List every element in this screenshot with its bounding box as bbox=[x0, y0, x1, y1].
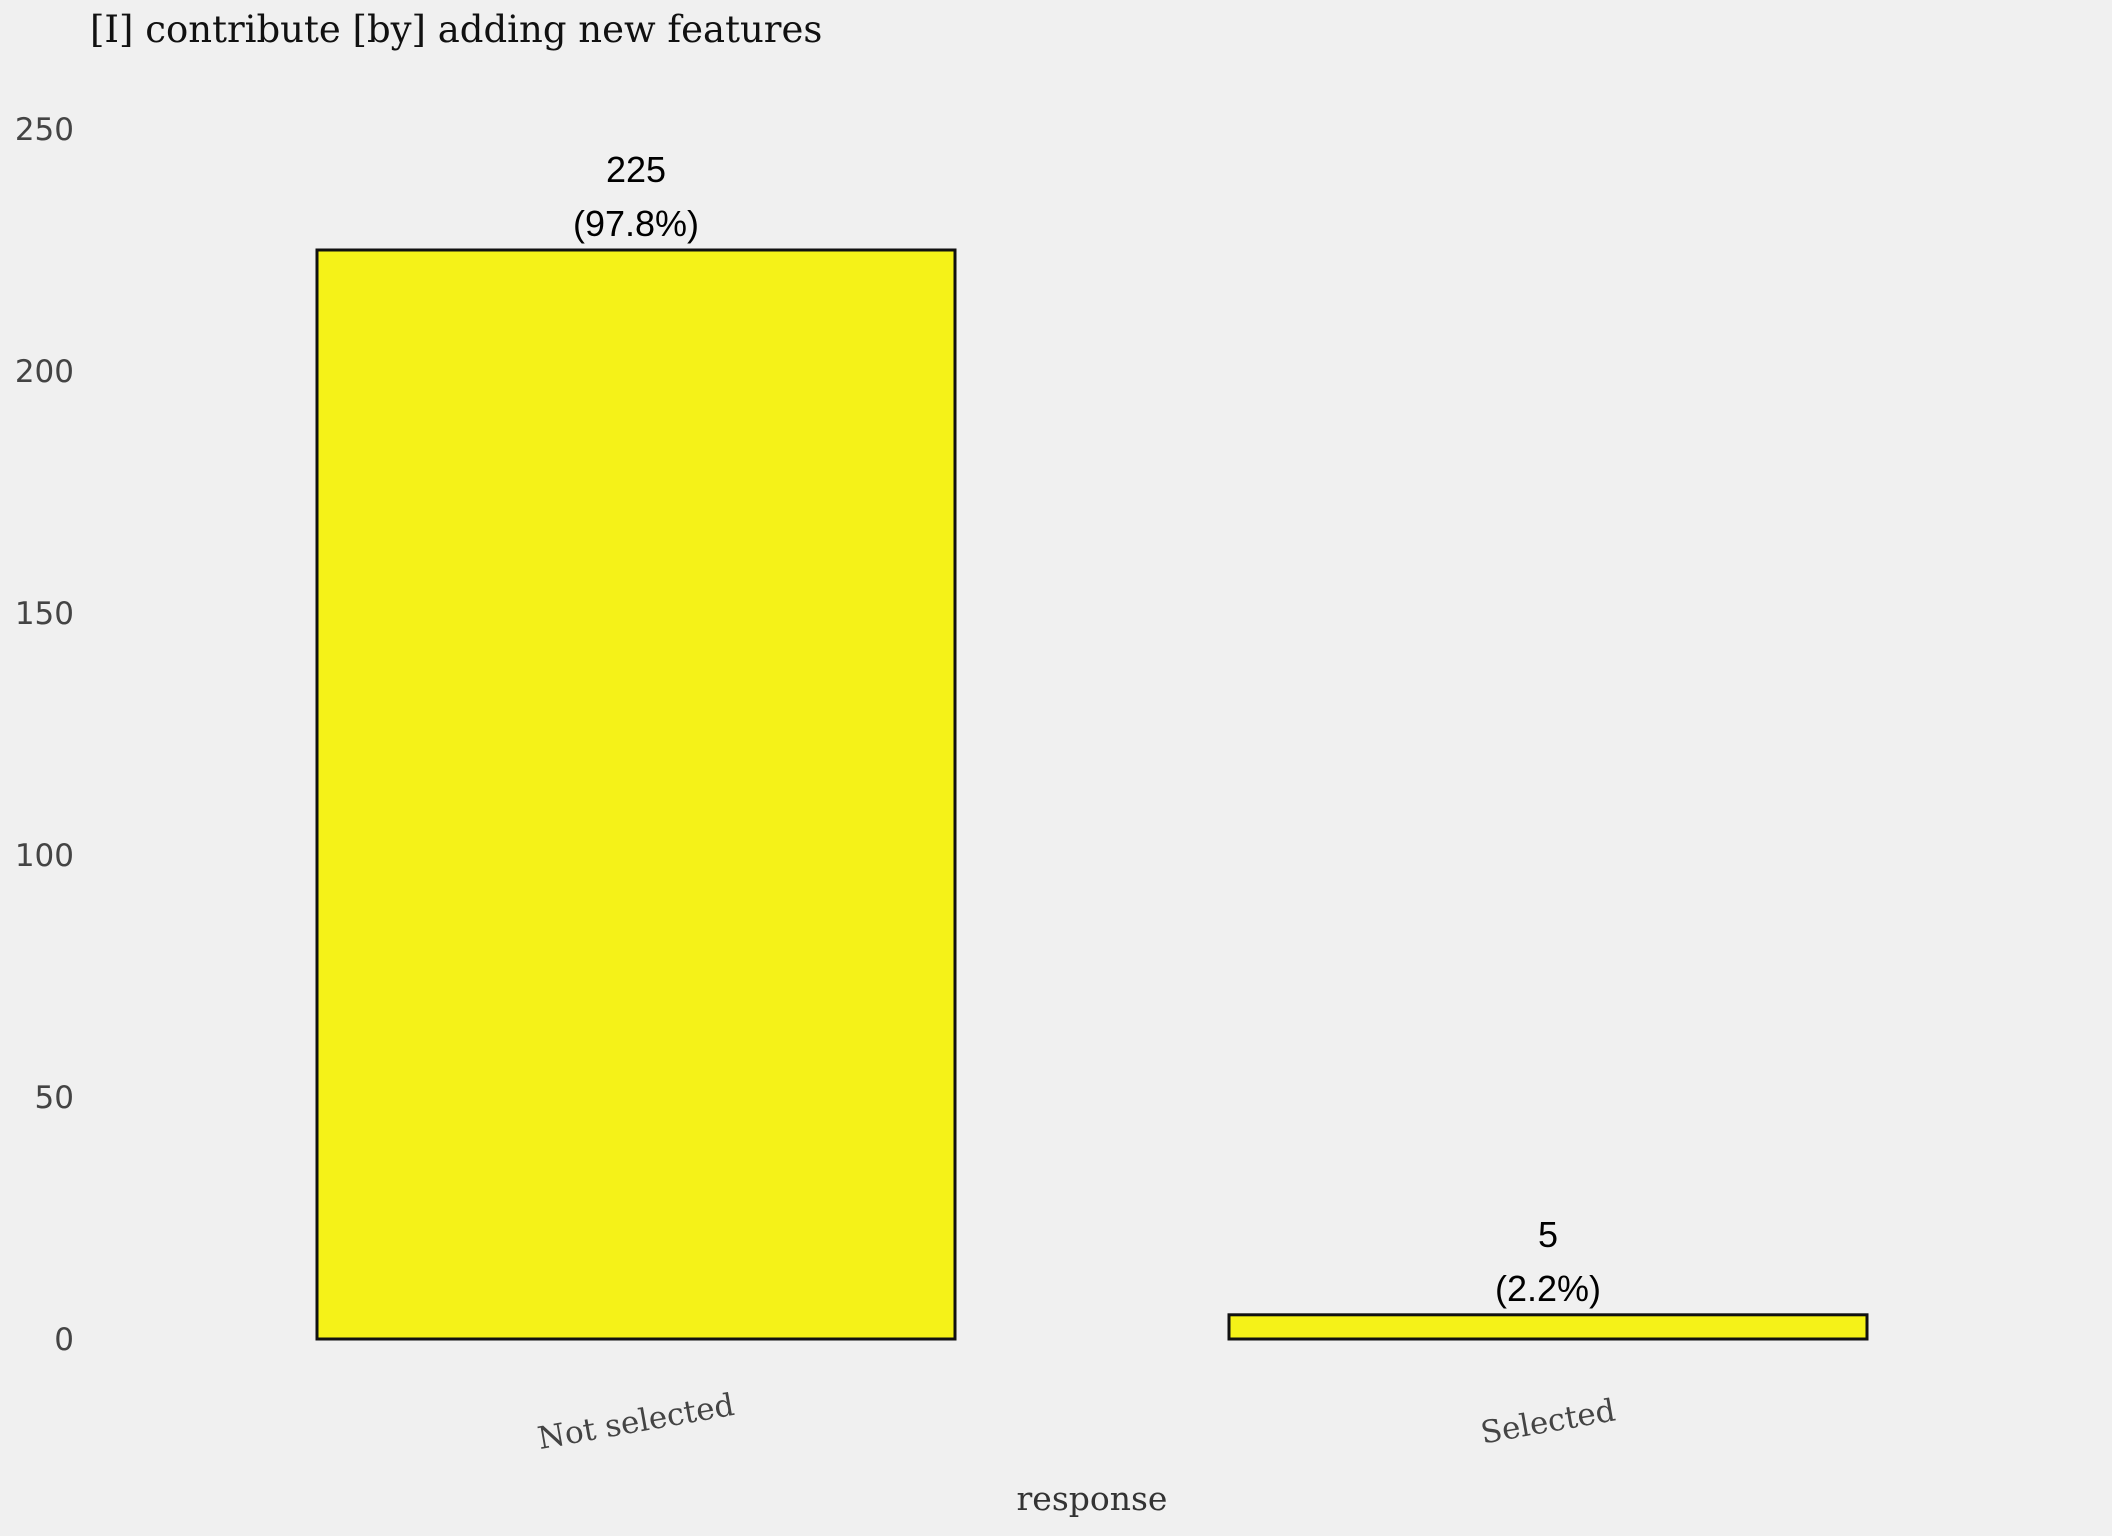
y-tick-label: 150 bbox=[15, 596, 74, 632]
bars: 225 (97.8%) 5 (2.2%) bbox=[315, 149, 1869, 1341]
y-tick-label: 100 bbox=[15, 838, 74, 874]
x-tick-label: Selected bbox=[1478, 1392, 1618, 1451]
y-tick-label: 50 bbox=[35, 1080, 74, 1116]
bar bbox=[1227, 1313, 1869, 1341]
x-axis-label: response bbox=[1017, 1479, 1168, 1518]
data-label-percent: (2.2%) bbox=[1495, 1268, 1601, 1309]
x-axis: Not selected Selected bbox=[535, 1387, 1618, 1457]
chart-title: [I] contribute [by] adding new features bbox=[90, 8, 822, 51]
y-tick-label: 250 bbox=[15, 112, 74, 148]
x-tick-label: Not selected bbox=[535, 1387, 737, 1457]
data-label-value: 5 bbox=[1538, 1214, 1558, 1255]
bar bbox=[315, 248, 957, 1341]
y-tick-label: 0 bbox=[54, 1322, 74, 1358]
data-label-value: 225 bbox=[606, 149, 666, 190]
y-tick-label: 200 bbox=[15, 354, 74, 390]
y-axis: 0 50 100 150 200 250 bbox=[15, 112, 74, 1358]
data-label-percent: (97.8%) bbox=[573, 203, 699, 244]
